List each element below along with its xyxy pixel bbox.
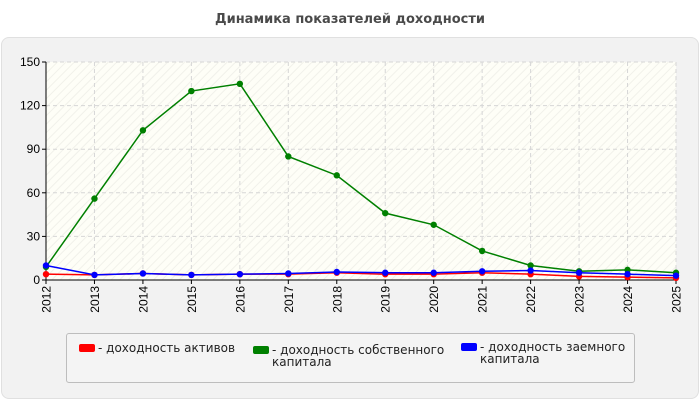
x-tick-label: 2012 bbox=[40, 286, 54, 313]
x-tick-label: 2023 bbox=[573, 286, 587, 313]
legend-swatch-debt bbox=[461, 343, 477, 351]
y-tick-label: 30 bbox=[27, 229, 41, 243]
plot-area bbox=[46, 62, 676, 280]
x-tick-label: 2016 bbox=[233, 286, 247, 313]
y-axis-ticks: 0 30 60 90 120 150 bbox=[20, 55, 46, 287]
grid-lines bbox=[46, 61, 677, 280]
x-tick-label: 2020 bbox=[427, 286, 441, 313]
legend-item-debt: - доходность заемного капитала bbox=[480, 340, 626, 366]
data-point bbox=[478, 247, 486, 255]
data-point bbox=[333, 268, 340, 276]
x-tick-label: 2022 bbox=[524, 286, 538, 313]
y-tick-label: 120 bbox=[20, 99, 40, 113]
data-point bbox=[333, 172, 340, 179]
legend-item-assets: - доходность активов bbox=[98, 341, 236, 355]
data-point bbox=[430, 269, 437, 276]
data-point bbox=[42, 262, 50, 269]
y-tick-label: 90 bbox=[27, 142, 41, 156]
data-point bbox=[285, 153, 292, 160]
x-axis-ticks: 2012 2013 2014 2015 2016 2017 2018 2019 2020 2021… bbox=[40, 280, 684, 313]
data-point bbox=[382, 269, 389, 276]
x-tick-label: 2015 bbox=[185, 286, 199, 313]
legend-swatch-assets bbox=[79, 344, 95, 352]
x-tick-label: 2018 bbox=[330, 286, 344, 313]
x-tick-label: 2024 bbox=[621, 286, 635, 313]
data-point bbox=[575, 269, 583, 276]
data-point bbox=[188, 271, 195, 279]
data-point bbox=[527, 262, 534, 269]
y-tick-label: 60 bbox=[27, 186, 41, 200]
data-point bbox=[91, 195, 98, 202]
data-point bbox=[478, 268, 486, 275]
series-layer bbox=[42, 80, 680, 282]
data-point bbox=[236, 270, 244, 278]
data-point bbox=[139, 127, 147, 134]
x-tick-label: 2025 bbox=[670, 286, 684, 313]
series-line-1 bbox=[45, 82, 677, 274]
data-point bbox=[624, 270, 631, 278]
x-tick-label: 2019 bbox=[379, 286, 393, 313]
x-tick-label: 2021 bbox=[476, 286, 490, 313]
legend-swatch-equity bbox=[253, 346, 269, 354]
data-point bbox=[285, 270, 292, 277]
data-point bbox=[91, 271, 98, 279]
legend-item-equity: - доходность собственного капитала bbox=[272, 343, 445, 369]
x-tick-label: 2014 bbox=[136, 286, 150, 313]
series-line-2 bbox=[45, 264, 677, 277]
data-point bbox=[430, 221, 437, 228]
data-point bbox=[672, 272, 680, 279]
data-point bbox=[139, 270, 147, 277]
legend: - доходность активов - доходность собств… bbox=[66, 333, 635, 383]
axes bbox=[45, 62, 676, 281]
data-point bbox=[42, 270, 50, 278]
data-point bbox=[527, 267, 534, 274]
x-tick-label: 2017 bbox=[282, 286, 296, 313]
data-point bbox=[188, 87, 195, 95]
chart-title: Динамика показателей доходности bbox=[215, 12, 485, 27]
y-tick-label: 0 bbox=[33, 273, 40, 287]
y-tick-label: 150 bbox=[20, 55, 40, 69]
data-point bbox=[382, 209, 389, 217]
data-point bbox=[236, 80, 244, 88]
x-tick-label: 2013 bbox=[88, 286, 102, 313]
